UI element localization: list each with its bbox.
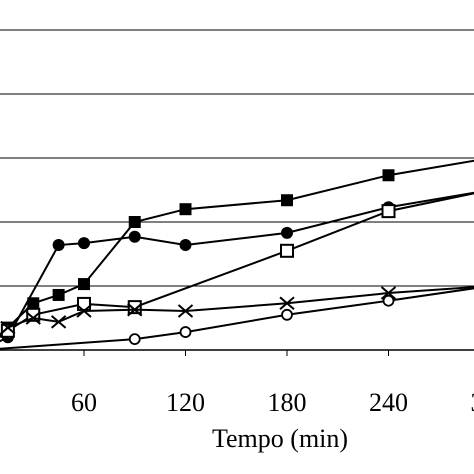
x-axis-title: Tempo (min) xyxy=(212,424,348,453)
marker xyxy=(52,239,65,252)
x-tick-label: 120 xyxy=(166,388,205,417)
marker xyxy=(78,278,90,291)
marker xyxy=(382,294,395,307)
marker xyxy=(179,203,192,216)
x-tick-label: 60 xyxy=(71,388,97,417)
marker xyxy=(0,320,16,335)
marker xyxy=(76,304,92,318)
marker xyxy=(380,286,397,300)
series-line xyxy=(0,192,474,339)
marker xyxy=(281,194,293,207)
x-tick-label: 240 xyxy=(369,388,408,417)
x-tick-label: 180 xyxy=(268,388,307,417)
marker xyxy=(128,333,141,346)
series-line xyxy=(0,287,474,350)
marker xyxy=(281,226,293,239)
marker xyxy=(279,296,295,311)
x-tick-label: 300 xyxy=(471,388,474,417)
marker xyxy=(0,323,15,338)
marker xyxy=(381,204,396,219)
marker xyxy=(179,239,192,252)
marker xyxy=(25,311,41,325)
marker xyxy=(52,288,65,301)
series-line xyxy=(0,159,474,336)
marker xyxy=(50,315,67,329)
marker xyxy=(281,308,293,321)
marker xyxy=(280,243,294,258)
marker xyxy=(128,230,141,243)
series-line xyxy=(0,286,474,336)
marker xyxy=(27,297,40,310)
marker xyxy=(179,326,192,338)
marker xyxy=(177,304,194,318)
marker xyxy=(128,216,141,228)
marker xyxy=(127,302,143,317)
marker xyxy=(382,169,395,182)
marker xyxy=(78,237,90,250)
